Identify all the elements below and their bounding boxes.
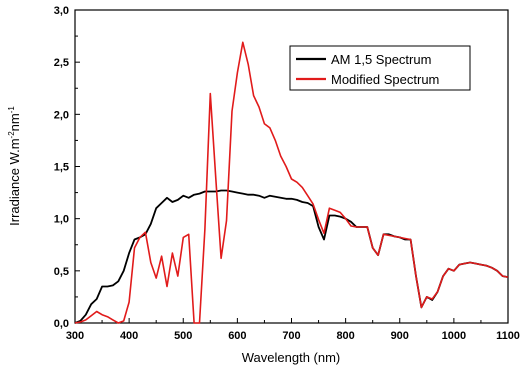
x-axis: 300 400 500 600 700 800 900 1000 1100 [66, 318, 520, 342]
y-tick-label: 1,5 [54, 162, 69, 174]
series-line-am15 [74, 189, 509, 324]
x-axis-title: Wavelength (nm) [242, 350, 341, 365]
x-tick-label: 700 [282, 330, 300, 342]
legend-label-am15: AM 1,5 Spectrum [331, 52, 431, 67]
y-tick-label: 2,0 [54, 109, 69, 121]
x-tick-label: 800 [336, 330, 354, 342]
y-tick-label: 0,0 [54, 318, 69, 330]
x-tick-label: 900 [391, 330, 409, 342]
x-tick-label: 400 [120, 330, 138, 342]
legend-box [289, 45, 471, 91]
series-layer [74, 41, 509, 324]
x-tick-label: 1000 [442, 330, 466, 342]
y-tick-label: 2,5 [54, 57, 69, 69]
y-axis: 0,0 0,5 1,0 1,5 2,0 2,5 3,0 [54, 5, 80, 330]
series-line-modified [74, 41, 509, 324]
y-tick-label: 0,5 [54, 266, 69, 278]
y-tick-label: 1,0 [54, 214, 69, 226]
x-tick-label: 500 [174, 330, 192, 342]
x-tick-label: 600 [228, 330, 246, 342]
legend-label-modified: Modified Spectrum [331, 72, 439, 87]
x-tick-label: 1100 [496, 330, 520, 342]
legend: AM 1,5 Spectrum Modified Spectrum [289, 45, 471, 91]
y-axis-title: Irradiance W.m-2nm-1 [7, 106, 22, 226]
y-tick-label: 3,0 [54, 5, 69, 17]
x-tick-label: 300 [66, 330, 84, 342]
